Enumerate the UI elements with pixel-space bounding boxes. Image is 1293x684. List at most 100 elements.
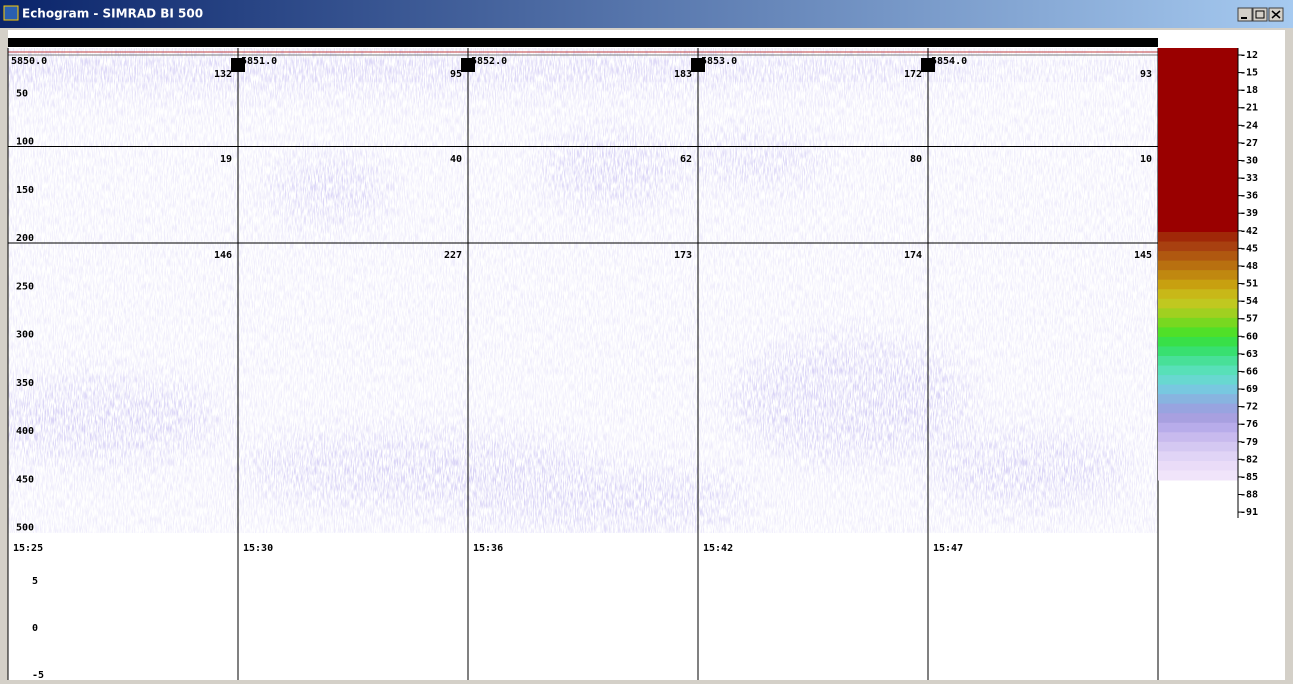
scale-band [1158, 394, 1238, 404]
scale-label: -33 [1240, 173, 1258, 184]
time-label: 15:30 [243, 543, 273, 554]
scale-label: -24 [1240, 120, 1258, 131]
window-buttons[interactable] [1238, 8, 1283, 21]
time-label: 15:47 [933, 543, 963, 554]
scale-label: -66 [1240, 366, 1258, 377]
scale-label: -79 [1240, 437, 1258, 448]
distance-label: 5851.0 [241, 56, 277, 67]
scale-band [1158, 251, 1238, 261]
scale-band [1158, 385, 1238, 395]
scale-label: -15 [1240, 68, 1258, 79]
cell-value: 146 [214, 250, 232, 261]
scale-label: -12 [1240, 50, 1258, 61]
scale-label: -69 [1240, 384, 1258, 395]
cell-value: 174 [904, 250, 922, 261]
cell-value: 10 [1140, 154, 1152, 165]
scale-band [1158, 318, 1238, 328]
echogram-image [8, 48, 1158, 533]
bottom-axis-label: 0 [32, 623, 38, 634]
app-icon [4, 6, 18, 20]
scale-label: -18 [1240, 85, 1258, 96]
cell-value: 19 [220, 154, 232, 165]
distance-label: 5850.0 [11, 56, 47, 67]
time-label: 15:36 [473, 543, 503, 554]
scale-label: -45 [1240, 243, 1258, 254]
scale-label: -51 [1240, 279, 1258, 290]
depth-label: 250 [16, 281, 34, 292]
cell-value: 62 [680, 154, 692, 165]
scale-label: -21 [1240, 103, 1258, 114]
scale-top [1158, 48, 1238, 232]
time-label: 15:25 [13, 543, 43, 554]
scale-band [1158, 423, 1238, 433]
scale-band [1158, 375, 1238, 385]
scale-band [1158, 366, 1238, 376]
scale-band [1158, 470, 1238, 480]
scale-label: -36 [1240, 191, 1258, 202]
scale-label: -91 [1240, 507, 1258, 518]
depth-label: 300 [16, 330, 34, 341]
bottom-axis-label: 5 [32, 576, 38, 587]
scale-band [1158, 404, 1238, 414]
scale-band [1158, 432, 1238, 442]
scale-band [1158, 327, 1238, 337]
scale-band [1158, 442, 1238, 452]
scale-label: -72 [1240, 402, 1258, 413]
scale-label: -42 [1240, 226, 1258, 237]
depth-label: 450 [16, 474, 34, 485]
scale-label: -39 [1240, 208, 1258, 219]
scale-label: -27 [1240, 138, 1258, 149]
scale-label: -30 [1240, 155, 1258, 166]
scale-band [1158, 451, 1238, 461]
scale-band [1158, 270, 1238, 280]
window-title: Echogram - SIMRAD BI 500 [22, 7, 203, 21]
depth-label: 100 [16, 137, 34, 148]
scale-band [1158, 346, 1238, 356]
time-label: 15:42 [703, 543, 733, 554]
cell-value: 93 [1140, 69, 1152, 80]
scale-label: -82 [1240, 454, 1258, 465]
scale-band [1158, 299, 1238, 309]
cell-value: 80 [910, 154, 922, 165]
cell-value: 183 [674, 69, 692, 80]
scale-band [1158, 242, 1238, 252]
distance-label: 5853.0 [701, 56, 737, 67]
scale-label: -76 [1240, 419, 1258, 430]
scale-band [1158, 289, 1238, 299]
depth-label: 150 [16, 185, 34, 196]
minimize-button[interactable] [1238, 8, 1252, 21]
status-bar [8, 38, 1158, 47]
bottom-axis-label: -5 [32, 670, 44, 680]
scale-label: -54 [1240, 296, 1258, 307]
cell-value: 173 [674, 250, 692, 261]
scale-label: -85 [1240, 472, 1258, 483]
scale-label: -88 [1240, 490, 1258, 501]
depth-label: 500 [16, 523, 34, 534]
scale-band [1158, 337, 1238, 347]
page: Echogram - SIMRAD BI 500 5850.0 5851.0 585… [0, 0, 1293, 680]
maximize-button[interactable] [1253, 8, 1267, 21]
scale-label: -57 [1240, 314, 1258, 325]
scale-band [1158, 413, 1238, 423]
scale-band [1158, 280, 1238, 290]
scale-label: -63 [1240, 349, 1258, 360]
distance-label: 5852.0 [471, 56, 507, 67]
cell-value: 95 [450, 69, 462, 80]
depth-label: 400 [16, 426, 34, 437]
distance-label: 5854.0 [931, 56, 967, 67]
depth-label: 200 [16, 233, 34, 244]
scale-band [1158, 356, 1238, 366]
depth-label: 350 [16, 378, 34, 389]
scale-band [1158, 461, 1238, 471]
echogram-window: Echogram - SIMRAD BI 500 5850.0 5851.0 585… [0, 0, 1293, 680]
scale-label: -48 [1240, 261, 1258, 272]
cell-value: 227 [444, 250, 462, 261]
scale-band [1158, 261, 1238, 271]
cell-value: 40 [450, 154, 462, 165]
cell-value: 145 [1134, 250, 1152, 261]
scale-band [1158, 232, 1238, 242]
cell-value: 172 [904, 69, 922, 80]
scale-label: -60 [1240, 331, 1258, 342]
scale-band [1158, 308, 1238, 318]
cell-value: 132 [214, 69, 232, 80]
